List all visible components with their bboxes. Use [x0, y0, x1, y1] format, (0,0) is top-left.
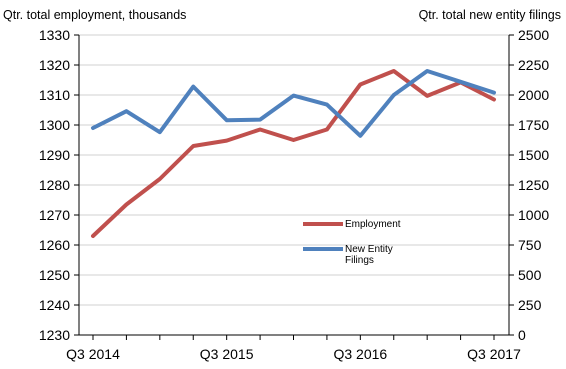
left-tick-label: 1230 — [39, 327, 70, 343]
legend-label: Filings — [345, 255, 374, 266]
x-tick-label: Q3 2015 — [200, 346, 254, 362]
x-tick-label: Q3 2014 — [66, 346, 120, 362]
left-tick-label: 1310 — [39, 87, 70, 103]
left-axis-ticks: 1330 1320 1310 1300 1290 1280 1270 1260 1250 1240… — [39, 27, 79, 343]
left-tick-label: 1270 — [39, 207, 70, 223]
left-tick-label: 1330 — [39, 27, 70, 43]
right-tick-label: 500 — [518, 267, 542, 283]
right-tick-label: 250 — [518, 297, 542, 313]
right-tick-label: 1750 — [518, 117, 549, 133]
left-tick-label: 1240 — [39, 297, 70, 313]
left-tick-label: 1320 — [39, 57, 70, 73]
right-tick-label: 2000 — [518, 87, 549, 103]
new-entity-filings-line — [91, 69, 496, 138]
right-tick-label: 1000 — [518, 207, 549, 223]
left-tick-label: 1300 — [39, 117, 70, 133]
x-tick-label: Q3 2017 — [467, 346, 521, 362]
right-tick-label: 1500 — [518, 147, 549, 163]
right-tick-label: 2500 — [518, 27, 549, 43]
x-tick-label: Q3 2016 — [333, 346, 387, 362]
right-tick-label: 750 — [518, 237, 542, 253]
right-tick-label: 0 — [518, 327, 526, 343]
left-tick-label: 1260 — [39, 237, 70, 253]
left-tick-label: 1290 — [39, 147, 70, 163]
left-tick-label: 1280 — [39, 177, 70, 193]
x-axis-ticks: Q3 2014 Q3 2015 Q3 2016 Q3 2017 — [66, 335, 521, 362]
right-tick-label: 1250 — [518, 177, 549, 193]
left-axis-title: Qtr. total employment, thousands — [3, 8, 186, 22]
legend-label: Employment — [345, 219, 401, 230]
employment-line — [91, 69, 496, 238]
right-axis-title: Qtr. total new entity filings — [419, 8, 561, 22]
right-tick-label: 2250 — [518, 57, 549, 73]
series-lines — [91, 69, 496, 238]
left-tick-label: 1250 — [39, 267, 70, 283]
legend-label: New Entity — [345, 244, 393, 255]
